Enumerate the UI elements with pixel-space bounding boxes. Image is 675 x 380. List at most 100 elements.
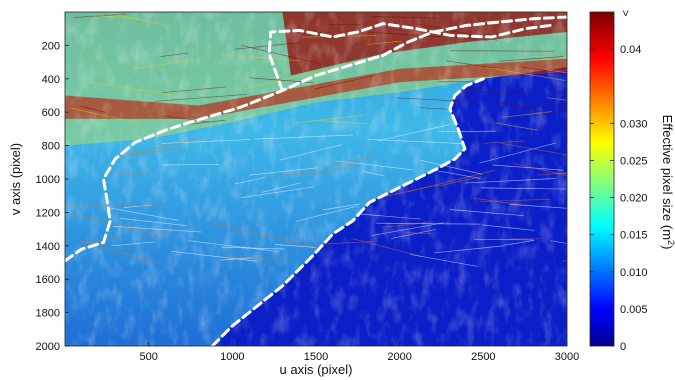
streak: [220, 54, 300, 62]
streak: [550, 90, 567, 94]
colorbar-label-sup: 2: [666, 240, 675, 245]
boundary-line-3: [210, 77, 485, 346]
streak: [480, 198, 551, 203]
streak: [336, 160, 414, 171]
streak: [356, 213, 421, 220]
colorbar-tick-label: 0.010: [620, 267, 648, 279]
streak: [274, 243, 316, 248]
streak: [130, 147, 181, 156]
streak: [254, 134, 354, 140]
streak: [522, 66, 567, 75]
streak: [464, 178, 556, 184]
streak: [323, 203, 360, 211]
streak: [434, 176, 482, 188]
streak: [433, 245, 504, 254]
y-tick-label: 1200: [36, 207, 60, 219]
y-axis-ticks: 200 400 600 800 1000 1200 1400 1600 1800 2000: [36, 40, 69, 353]
streak: [438, 130, 496, 133]
streak: [319, 120, 369, 125]
streak: [280, 144, 342, 161]
streak: [278, 167, 353, 177]
streak: [160, 52, 188, 57]
streak: [492, 164, 564, 171]
streak: [375, 222, 481, 225]
colorbar-tick-label: 0.005: [620, 304, 648, 316]
streak: [483, 140, 524, 144]
y-tick-label: 1600: [36, 274, 60, 286]
x-tick-label: 1500: [304, 351, 328, 363]
streak: [485, 67, 566, 81]
streak: [170, 250, 257, 262]
streak: [113, 13, 166, 26]
streak: [500, 142, 567, 156]
streak: [516, 103, 567, 109]
y-tick-label: 1800: [36, 308, 60, 320]
x-tick-label: 500: [139, 351, 157, 363]
boundary-lines: [65, 15, 567, 346]
streak: [397, 97, 478, 103]
streak: [473, 197, 526, 206]
y-tick-label: 200: [42, 40, 60, 52]
streak: [234, 42, 300, 50]
streak: [249, 167, 318, 176]
streak: [70, 107, 139, 124]
streak: [332, 156, 373, 165]
colorbar-label-main: Effective pixel size (m: [660, 115, 675, 240]
streak: [474, 238, 534, 241]
streak: [119, 218, 187, 226]
streak: [166, 116, 209, 123]
streak: [367, 139, 465, 144]
streak: [499, 56, 564, 62]
y-tick-label: 2000: [36, 341, 60, 353]
streak: [419, 159, 483, 175]
streak: [550, 240, 567, 244]
streak: [351, 238, 423, 258]
colorbar-tick-label: 0.015: [620, 230, 648, 242]
y-tick-label: 1000: [36, 174, 60, 186]
streak: [377, 124, 450, 142]
streak: [163, 163, 220, 166]
streak: [545, 69, 567, 74]
colorbar-tick-label: 0.030: [620, 118, 648, 130]
streak: [404, 232, 434, 235]
boundary-line-2: [267, 22, 552, 92]
streak: [446, 60, 496, 69]
streak: [96, 14, 140, 20]
streak: [552, 109, 567, 114]
y-tick-label: 400: [42, 74, 60, 86]
y-tick-label: 800: [42, 141, 60, 153]
streak: [220, 257, 254, 261]
streak: [295, 205, 359, 222]
streak: [188, 240, 280, 253]
heatmap-texture: [65, 12, 567, 346]
colorbar: [589, 11, 615, 347]
streak: [154, 93, 247, 102]
colorbar-over-marker: >: [619, 10, 631, 16]
streak: [161, 139, 251, 144]
streak: [435, 170, 482, 179]
streak: [241, 45, 320, 64]
streak: [367, 40, 402, 45]
streak: [464, 90, 528, 94]
streak: [244, 66, 339, 89]
heatmap-plot-area: [65, 12, 567, 346]
streak: [418, 23, 498, 41]
streak: [120, 137, 202, 157]
x-tick-label: 2000: [387, 351, 411, 363]
streak: [261, 182, 301, 193]
x-tick-label: 3000: [555, 351, 579, 363]
streak: [371, 222, 444, 237]
streak: [314, 74, 376, 90]
streak: [368, 31, 441, 38]
streak: [89, 81, 173, 96]
streak: [78, 237, 119, 245]
streak: [221, 246, 285, 250]
streak: [240, 186, 314, 199]
streak: [73, 214, 151, 233]
boundary-line-1: [65, 15, 567, 263]
streak: [111, 241, 155, 247]
colorbar-label-end: ): [660, 245, 675, 249]
y-axis-title: v axis (pixel): [8, 143, 23, 215]
heatmap-streaks: [67, 13, 567, 267]
streak: [391, 229, 436, 239]
